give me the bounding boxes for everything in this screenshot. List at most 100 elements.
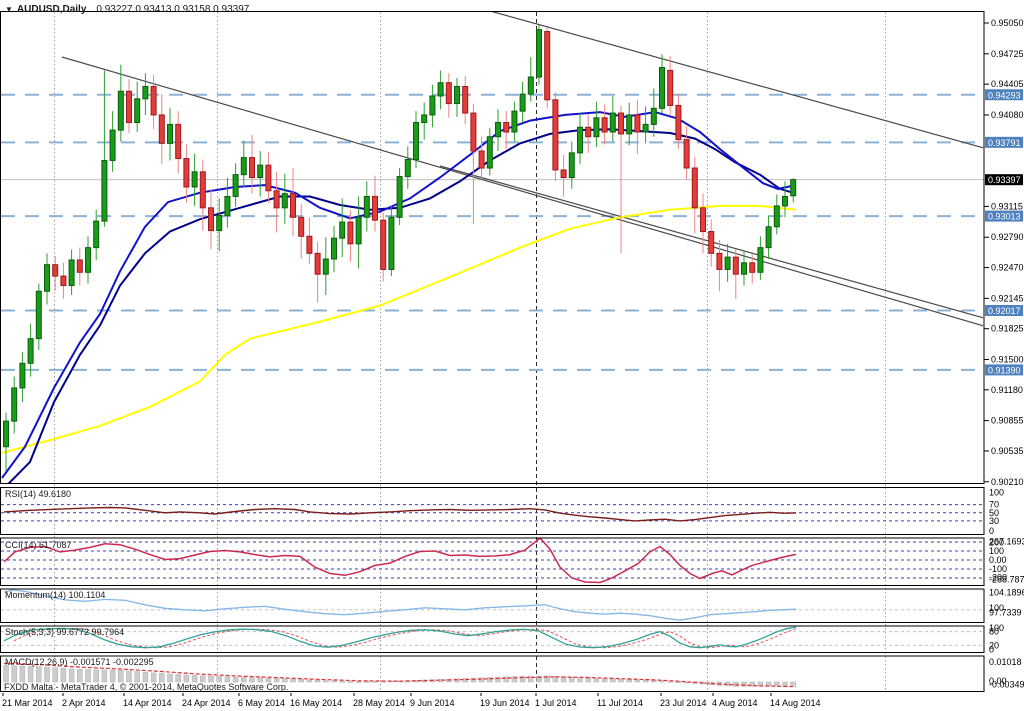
bear-candle xyxy=(708,231,715,254)
macd-histogram-bar xyxy=(191,675,198,683)
price-tick-label: 0.91180 xyxy=(991,385,1023,395)
rsi-line xyxy=(3,506,797,522)
bear-candle xyxy=(601,117,608,133)
date-label: 2 Apr 2014 xyxy=(62,698,106,708)
macd-histogram-bar xyxy=(200,675,206,683)
macd-histogram-bar xyxy=(601,678,608,683)
macd-histogram-bar xyxy=(249,677,255,683)
macd-histogram-bar xyxy=(314,680,321,683)
indicator-scale-label: -200 xyxy=(989,573,1007,583)
bear-candle xyxy=(290,193,296,218)
macd-indicator-label: MACD(12,26,9) -0.001571 -0.002295 xyxy=(5,657,154,667)
macd-histogram-bar xyxy=(741,681,747,687)
indicator-scale-label: 20 xyxy=(989,641,999,651)
bear-candle xyxy=(634,114,641,133)
descending-channel-lower-a[interactable] xyxy=(61,56,984,327)
momentum-indicator-label: Momentum(14) 100.1104 xyxy=(5,590,106,600)
macd-histogram-bar xyxy=(44,666,50,683)
bull-candle xyxy=(421,114,428,124)
bull-candle xyxy=(511,110,518,133)
indicator-scale-label: 0 xyxy=(989,526,994,536)
macd-histogram-bar xyxy=(175,674,181,683)
date-label: 28 May 2014 xyxy=(353,698,405,708)
macd-histogram-bar xyxy=(216,676,222,683)
indicator-scale-label: 80 xyxy=(989,627,999,637)
price-tick-label: 0.94725 xyxy=(991,49,1024,59)
macd-histogram-bar xyxy=(765,681,772,687)
date-label: 1 Jul 2014 xyxy=(535,698,577,708)
macd-histogram-bar xyxy=(134,671,140,683)
bear-candle xyxy=(298,216,305,237)
bear-candle xyxy=(560,169,567,179)
bull-candle xyxy=(659,67,665,109)
indicator-scale-label: 100 xyxy=(989,623,1004,633)
price-tick-label: 0.93115 xyxy=(991,201,1023,211)
macd-histogram-bar xyxy=(511,676,518,683)
macd-histogram-bar xyxy=(118,670,124,683)
indicator-scale-label: 104.1896 xyxy=(989,588,1024,598)
bear-candle xyxy=(544,31,551,101)
macd-histogram-bar xyxy=(306,679,313,683)
candles-group xyxy=(3,24,797,472)
macd-histogram-bar xyxy=(634,679,641,683)
bear-candle xyxy=(470,112,477,152)
descending-channel-upper[interactable] xyxy=(490,11,984,149)
macd-histogram-bar xyxy=(536,675,542,683)
price-tick-label: 0.92470 xyxy=(991,263,1024,273)
rsi-indicator-label: RSI(14) 49.6180 xyxy=(5,489,72,499)
level-price-tag-bg xyxy=(985,210,1023,222)
bear-candle xyxy=(700,207,706,233)
macd-histogram-bar xyxy=(323,680,329,683)
bull-candle xyxy=(191,171,198,188)
bull-candle xyxy=(142,86,149,100)
bull-candle xyxy=(773,205,780,228)
macd-histogram-bar xyxy=(11,665,17,683)
level-price-tag: 0.93791 xyxy=(988,138,1021,148)
ma-blue-slow-line xyxy=(7,128,797,483)
macd-histogram-bar xyxy=(364,681,370,683)
macd-histogram-bar xyxy=(273,678,280,683)
bull-candle xyxy=(429,95,436,116)
bull-candle xyxy=(257,164,264,179)
macd-histogram-bar xyxy=(183,674,190,683)
bear-candle xyxy=(749,262,756,273)
macd-histogram-bar xyxy=(101,669,108,683)
date-label: 19 Jun 2014 xyxy=(480,698,530,708)
macd-histogram-bar xyxy=(577,677,583,683)
level-price-tag: 0.93013 xyxy=(988,212,1021,222)
indicator-scale-label: 0.00 xyxy=(989,555,1007,565)
bull-candle xyxy=(757,247,764,273)
bull-candle xyxy=(782,195,788,207)
bull-candle xyxy=(27,338,34,364)
bear-candle xyxy=(380,219,387,270)
price-tick-label: 0.92145 xyxy=(991,293,1024,303)
current-price-tag-bg xyxy=(985,174,1023,186)
bear-candle xyxy=(273,190,280,209)
symbol-dropdown-icon[interactable]: ▼ xyxy=(5,5,13,14)
indicator-scale-label: 0.01018 xyxy=(989,657,1022,667)
bear-candle xyxy=(249,157,255,179)
bull-candle xyxy=(216,214,223,232)
bear-candle xyxy=(683,139,690,169)
bull-candle xyxy=(741,262,747,275)
macd-histogram-bar xyxy=(167,673,173,683)
macd-histogram-bar xyxy=(241,677,247,683)
bull-candle xyxy=(568,152,575,179)
bear-candle xyxy=(265,164,272,192)
macd-histogram-bar xyxy=(585,677,591,683)
macd-histogram-bar xyxy=(610,678,616,683)
macd-histogram-bar xyxy=(642,679,649,683)
bear-candle xyxy=(76,259,83,273)
level-price-tag: 0.92017 xyxy=(988,306,1021,316)
bear-candle xyxy=(150,86,157,116)
bear-candle xyxy=(675,104,682,141)
bull-candle xyxy=(577,126,583,154)
macd-histogram-bar xyxy=(478,677,485,683)
main-panel-border xyxy=(0,11,985,484)
bull-candle xyxy=(486,136,493,169)
macd-histogram-bar xyxy=(552,676,559,683)
date-label: 24 Apr 2014 xyxy=(182,698,231,708)
date-label: 21 Mar 2014 xyxy=(2,698,53,708)
bull-candle xyxy=(93,220,100,249)
